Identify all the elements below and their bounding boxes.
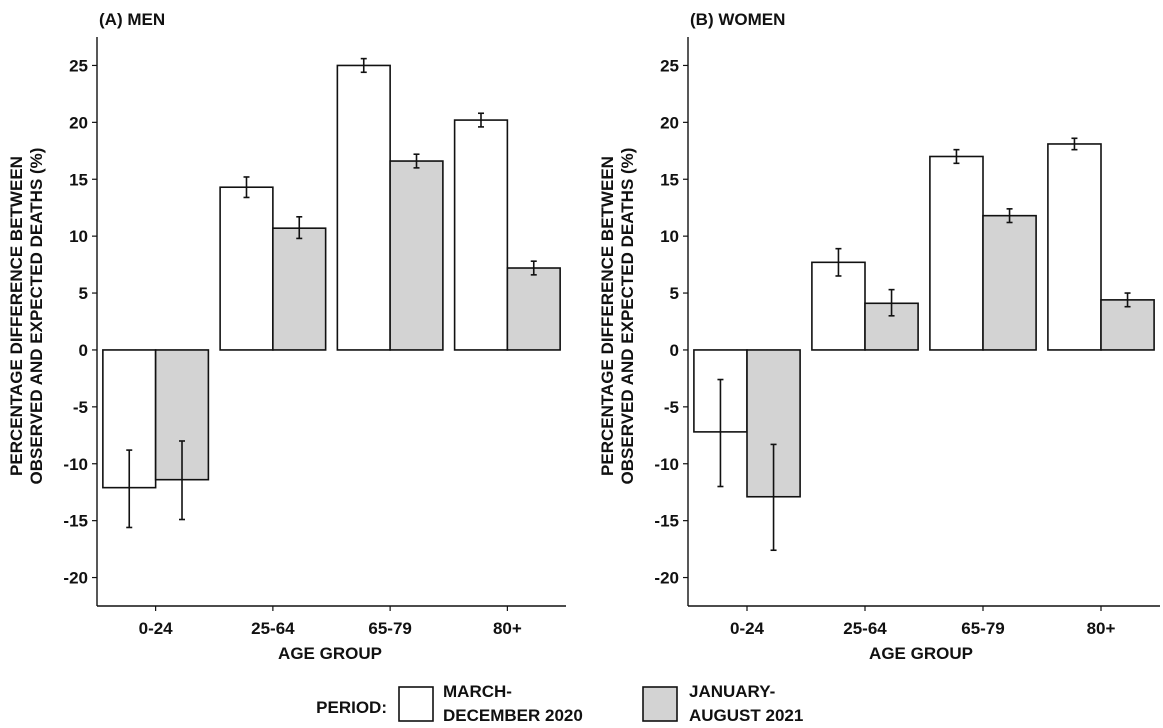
x-tick-label: 25-64	[251, 619, 295, 638]
bar-25-64-series-0	[811, 261, 866, 351]
error-bar	[296, 216, 303, 240]
y-tick-label: 5	[79, 284, 88, 303]
error-bar	[717, 378, 724, 488]
bar-80+-series-0	[453, 119, 509, 351]
x-axis-title: AGE GROUP	[869, 644, 973, 663]
y-tick-label: 20	[69, 113, 88, 132]
y-tick-label: 15	[69, 170, 88, 189]
x-axis-title: AGE GROUP	[278, 644, 382, 663]
y-tick-label: 25	[69, 56, 88, 75]
error-bar	[835, 247, 842, 277]
legend-swatch-january-august-2021	[642, 686, 678, 722]
y-tick-label: -10	[654, 455, 679, 474]
y-tick-label: 10	[69, 227, 88, 246]
y-tick-label: 0	[670, 341, 679, 360]
y-tick-label: -5	[664, 398, 679, 417]
y-axis-title-line2: OBSERVED AND EXPECTED DEATHS (%)	[27, 148, 46, 485]
x-tick-label: 80+	[493, 619, 522, 638]
legend-label-line1: JANUARY-	[689, 682, 775, 701]
error-bar	[888, 288, 895, 317]
y-axis-title-line1: PERCENTAGE DIFFERENCE BETWEEN	[598, 156, 617, 476]
y-tick-label: -10	[63, 455, 88, 474]
error-bar	[953, 148, 960, 165]
bar-65-79-series-1	[389, 160, 444, 351]
legend-swatch-march-december-2020	[398, 686, 434, 722]
panel-men: (A) MEN PERCENTAGE DIFFERENCE BETWEEN OB…	[7, 10, 566, 663]
y-tick-label: 5	[670, 284, 679, 303]
error-bar	[477, 112, 484, 128]
error-bar	[1071, 137, 1078, 151]
error-bar	[770, 443, 777, 552]
legend-title: PERIOD:	[316, 698, 387, 717]
x-tick-label: 0-24	[730, 619, 765, 638]
bar-25-64-series-0	[219, 186, 274, 351]
y-tick-label: 10	[660, 227, 679, 246]
y-tick-label: -20	[63, 569, 88, 588]
legend-label-line2: DECEMBER 2020	[443, 706, 583, 725]
bar-65-79-series-0	[336, 64, 391, 351]
error-bar	[413, 153, 420, 169]
y-tick-label: -15	[654, 512, 679, 531]
error-bar	[1124, 292, 1131, 308]
x-tick-label: 0-24	[139, 619, 174, 638]
y-axis-title-line1: PERCENTAGE DIFFERENCE BETWEEN	[7, 156, 26, 476]
panel-title: (A) MEN	[99, 10, 165, 29]
panel-title: (B) WOMEN	[690, 10, 785, 29]
y-tick-label: 15	[660, 170, 679, 189]
y-tick-label: -15	[63, 512, 88, 531]
y-axis-title-line2: OBSERVED AND EXPECTED DEATHS (%)	[618, 148, 637, 485]
x-tick-label: 65-79	[961, 619, 1004, 638]
legend-label-line2: AUGUST 2021	[689, 706, 803, 725]
error-bar	[126, 449, 133, 529]
bar-80+-series-0	[1047, 143, 1102, 351]
error-bar	[530, 260, 537, 276]
error-bar	[1006, 208, 1013, 224]
x-tick-label: 65-79	[368, 619, 411, 638]
error-bar	[179, 440, 186, 521]
bar-80+-series-1	[1100, 299, 1155, 351]
legend: PERIOD: MARCH- DECEMBER 2020 JANUARY- AU…	[316, 682, 803, 725]
y-tick-label: -5	[73, 398, 88, 417]
error-bar	[360, 57, 367, 74]
x-tick-label: 80+	[1087, 619, 1116, 638]
legend-label-line1: MARCH-	[443, 682, 512, 701]
x-tick-label: 25-64	[843, 619, 887, 638]
y-tick-label: 20	[660, 113, 679, 132]
y-tick-label: 25	[660, 56, 679, 75]
y-tick-label: 0	[79, 341, 88, 360]
bar-25-64-series-1	[272, 227, 327, 351]
bar-65-79-series-0	[929, 155, 984, 351]
y-tick-label: -20	[654, 569, 679, 588]
panel-women: (B) WOMEN PERCENTAGE DIFFERENCE BETWEEN …	[598, 10, 1160, 663]
bar-80+-series-1	[506, 267, 561, 351]
bar-65-79-series-1	[982, 214, 1037, 351]
error-bar	[243, 176, 250, 199]
